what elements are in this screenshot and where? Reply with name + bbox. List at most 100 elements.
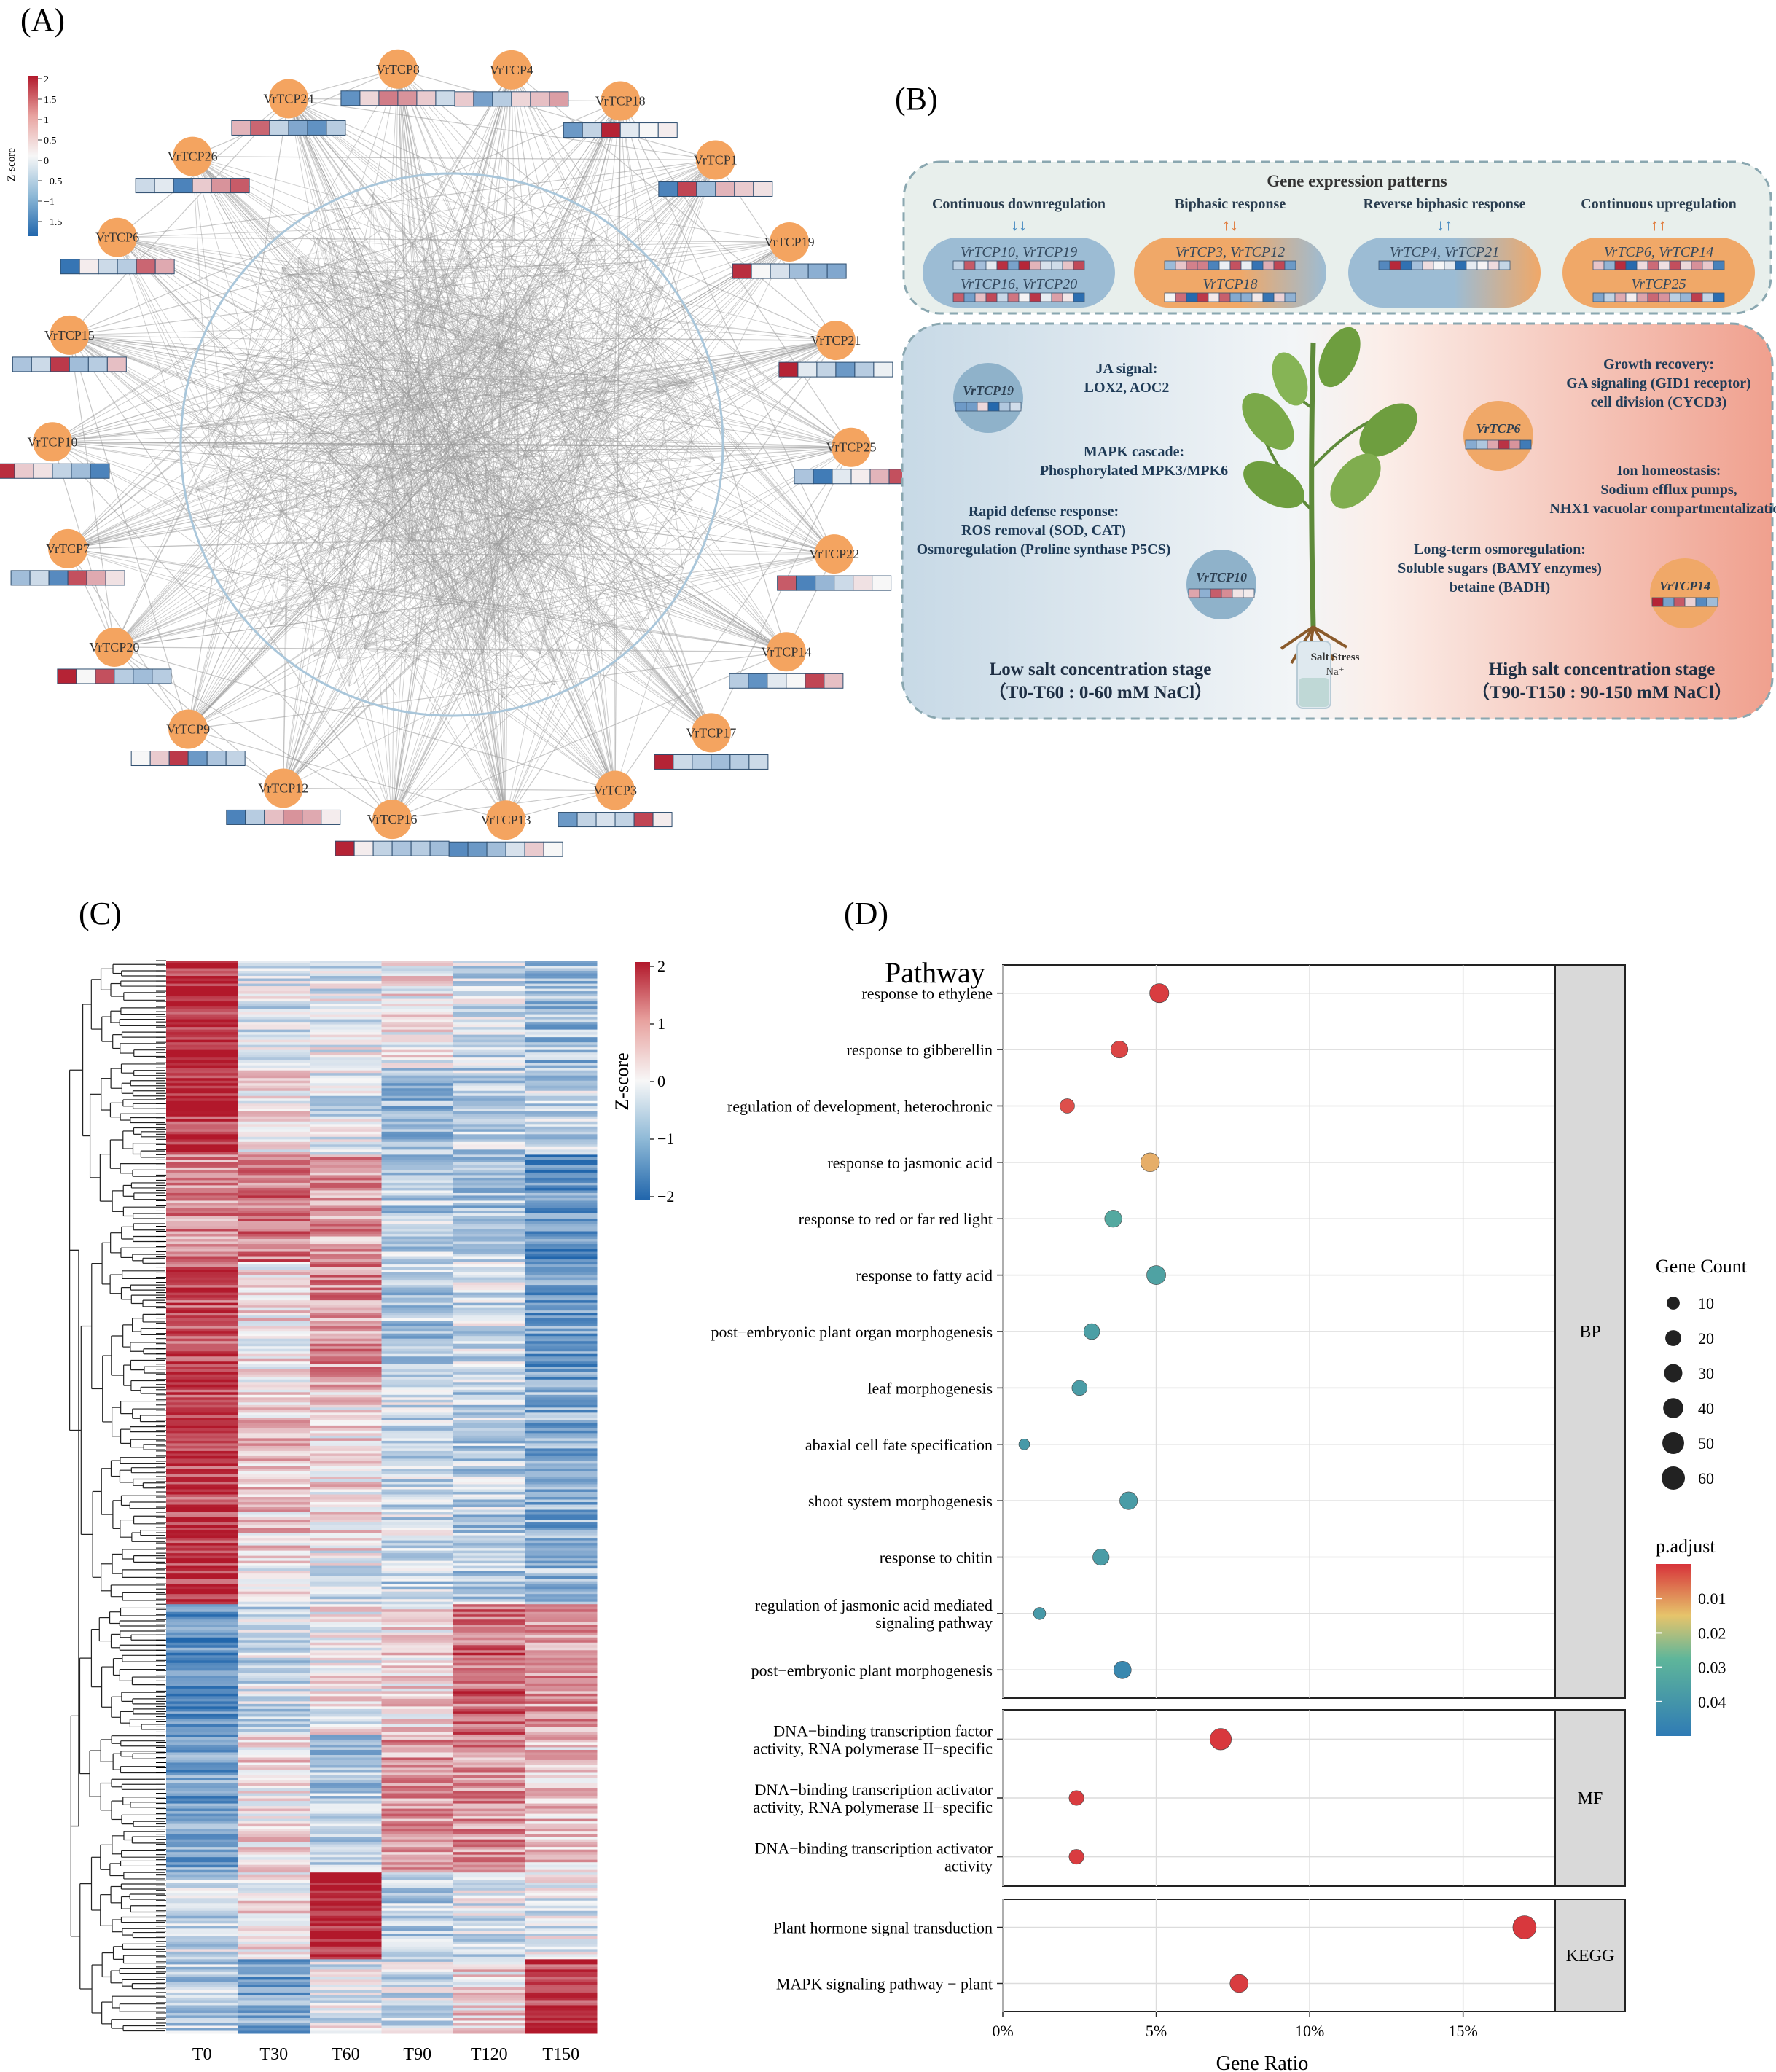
pattern-expression-cell (1444, 260, 1456, 270)
network-edge (438, 310, 712, 733)
network-edge (330, 275, 607, 404)
gene-expression-cell (832, 469, 852, 485)
heatmap-cell (166, 1632, 238, 1635)
heatmap-cell (453, 1915, 525, 1919)
heatmap-cell (453, 1573, 525, 1577)
network-edge (457, 396, 467, 653)
heatmap-cell (453, 1450, 525, 1454)
heatmap-cell (525, 1555, 598, 1559)
heatmap-cell (166, 1520, 238, 1523)
heatmap-cell (525, 1187, 598, 1191)
heatmap-cell (166, 1351, 238, 1355)
heatmap-cell (238, 1959, 310, 1963)
heatmap-cell (310, 1060, 382, 1063)
heatmap-cell (310, 971, 382, 974)
network-edge (578, 339, 627, 466)
heatmap-cell (453, 1954, 525, 1958)
heatmap-cell (166, 1869, 238, 1873)
heatmap-cell (525, 1369, 598, 1372)
gene-expression-cell (231, 120, 251, 136)
heatmap-cell (381, 1530, 454, 1533)
heatmap-cell (381, 1229, 454, 1232)
network-edge (69, 335, 616, 791)
heatmap-cell (238, 1080, 310, 1084)
network-edge (319, 451, 353, 458)
heatmap-cell (166, 1358, 238, 1362)
network-edge (417, 308, 424, 323)
network-edge (69, 335, 193, 425)
heatmap-cell (453, 1295, 525, 1299)
network-edge (417, 299, 506, 821)
heatmap-cell (238, 961, 310, 964)
heatmap-cell (453, 1964, 525, 1968)
heatmap-cell (453, 1080, 525, 1084)
gene-expression-cell (601, 122, 621, 138)
heatmap-cell (381, 1959, 454, 1963)
heatmap-cell (381, 1520, 454, 1523)
heatmap-cell (381, 1052, 454, 1056)
heatmap-cell (453, 1049, 525, 1053)
heatmap-cell (238, 1027, 310, 1031)
heatmap-cell (381, 961, 454, 964)
heatmap-cell (238, 1241, 310, 1245)
network-edge (482, 336, 503, 698)
network-edge (397, 69, 482, 426)
network-edge (343, 299, 530, 356)
network-edge (187, 436, 458, 730)
heatmap-cell (453, 1231, 525, 1235)
gene-expression-cell (245, 809, 265, 825)
network-edge (314, 618, 492, 657)
gene-circle-expression-cell (1009, 402, 1022, 412)
heatmap-cell (166, 1323, 238, 1326)
heatmap-cell (310, 1259, 382, 1263)
heatmap-cell (525, 1545, 598, 1549)
heatmap-cell (453, 1129, 525, 1133)
heatmap-cell (525, 973, 598, 977)
network-edge (407, 233, 565, 595)
network-edge (625, 340, 836, 386)
heatmap-cell (453, 1251, 525, 1255)
heatmap-cell (166, 2022, 238, 2026)
heatmap-cell (166, 1435, 238, 1439)
pattern-expression-cell (1262, 292, 1275, 302)
heatmap-cell (381, 1172, 454, 1176)
heatmap-cell (381, 1425, 454, 1428)
heatmap-cell (381, 1775, 454, 1779)
heatmap-cell (166, 1466, 238, 1469)
heatmap-cell (238, 1811, 310, 1815)
heatmap-cell (525, 1729, 598, 1732)
network-edge (368, 312, 509, 336)
heatmap-cell (166, 1893, 238, 1896)
heatmap-cell (525, 1676, 598, 1679)
network-edge (195, 490, 207, 520)
heatmap-cell (166, 1162, 238, 1165)
network-edge (422, 323, 694, 383)
heatmap-cell (310, 1655, 382, 1659)
heatmap-cell (166, 1652, 238, 1656)
network-edge (468, 251, 541, 654)
network-edge (561, 267, 638, 539)
network-edge (288, 98, 562, 473)
network-edge (464, 379, 577, 581)
heatmap-cell (238, 1512, 310, 1516)
heatmap-cell (525, 1251, 598, 1255)
heatmap-cell (381, 1241, 454, 1245)
heatmap-cell (381, 1560, 454, 1564)
heatmap-cell (381, 1681, 454, 1684)
pattern-expression-cell (1229, 260, 1242, 270)
heatmap-cell (381, 1522, 454, 1526)
network-edge (298, 257, 407, 378)
heatmap-cell (238, 1471, 310, 1474)
heatmap-cell (310, 1637, 382, 1641)
heatmap-cell (166, 1862, 238, 1866)
heatmap-cell (525, 978, 598, 982)
heatmap-cell (166, 1218, 238, 1221)
heatmap-cell (166, 1264, 238, 1268)
heatmap-cell (238, 1404, 310, 1408)
heatmap-cell (453, 1742, 525, 1745)
heatmap-cell (381, 991, 454, 995)
heatmap-cell (238, 1111, 310, 1114)
heatmap-cell (310, 1703, 382, 1707)
network-edge (407, 297, 522, 595)
heatmap-cell (453, 1563, 525, 1567)
